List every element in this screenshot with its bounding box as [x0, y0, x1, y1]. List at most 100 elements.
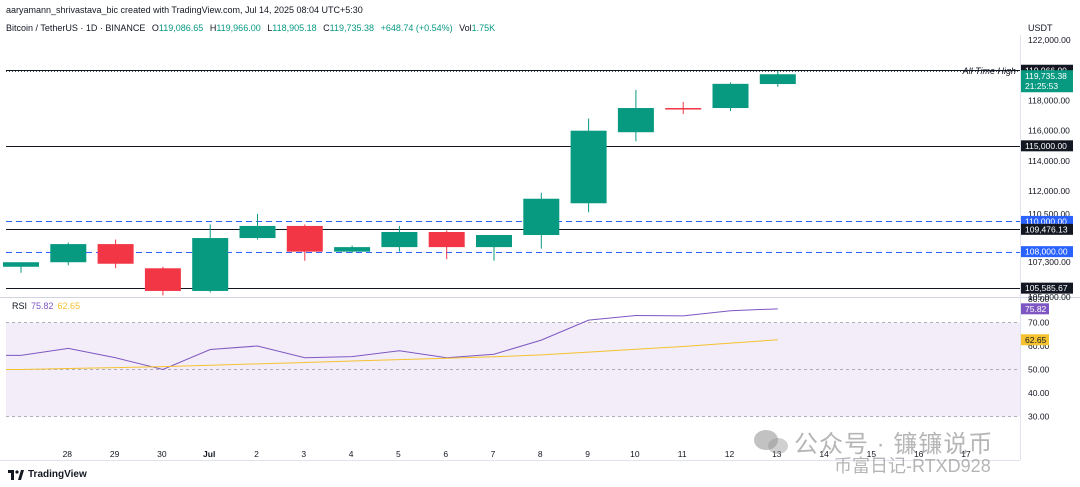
candle-body: [192, 238, 229, 291]
candle: [286, 224, 323, 261]
candle-body: [239, 225, 276, 239]
time-tick-label: 6: [443, 449, 448, 459]
candle: [50, 242, 87, 266]
time-tick-label: 16: [914, 449, 924, 459]
price-tick-label: 105,000.00: [1028, 292, 1071, 302]
candle: [712, 82, 749, 112]
rsi-line: [6, 308, 778, 371]
candle-body: [617, 108, 654, 133]
time-tick-label: 7: [491, 449, 496, 459]
price-tick-label: 114,000.00: [1028, 156, 1070, 166]
open-label: O: [151, 23, 159, 33]
rsi-value-tag: [1021, 303, 1049, 315]
candle-body: [50, 244, 87, 263]
price-tick-label: 107,300.00: [1028, 257, 1071, 267]
candle: [334, 245, 371, 254]
rsi-ma-line: [6, 339, 778, 370]
candle: [239, 213, 276, 240]
candle: [570, 118, 607, 213]
level-price-tag: [1021, 140, 1073, 152]
level-price-tag: [1021, 223, 1073, 235]
candle: [665, 101, 702, 115]
symbol-name: Bitcoin / TetherUS · 1D · BINANCE: [6, 23, 146, 33]
candle-body: [3, 262, 39, 267]
price-tick-label: 122,000.00: [1028, 35, 1071, 45]
candle-body: [759, 74, 796, 85]
rsi-tick-label: 80.00: [1028, 294, 1050, 304]
candle-body: [334, 247, 371, 252]
price-tick-label: 116,000.00: [1028, 126, 1070, 136]
rsi-tick-label: 70.00: [1028, 318, 1050, 328]
candle: [476, 235, 512, 261]
time-tick-label: 10: [630, 449, 640, 459]
time-tick-label: 13: [772, 449, 782, 459]
candle: [759, 70, 796, 87]
candle: [97, 239, 134, 269]
currency-label[interactable]: USDT: [1028, 23, 1053, 33]
level-price-tag: [1021, 282, 1073, 294]
time-tick-label: 29: [110, 449, 120, 459]
rsi-value-label: 75.82: [1025, 304, 1047, 314]
time-tick-label: Jul: [203, 449, 215, 459]
close-label: C: [323, 23, 330, 33]
rsi-tick-label: 60.00: [1028, 341, 1050, 351]
last-price-label: 119,735.38: [1025, 71, 1067, 81]
time-tick-label: 14: [819, 449, 829, 459]
candle: [617, 89, 654, 142]
level-price-tag: [1021, 246, 1073, 258]
candle: [428, 230, 465, 260]
last-price-tag: [1021, 70, 1073, 93]
ohlc-legend: Bitcoin / TetherUS · 1D · BINANCE O119,0…: [6, 23, 495, 33]
time-tick-label: 30: [157, 449, 167, 459]
rsi-tick-label: 50.00: [1028, 365, 1050, 375]
candle-body: [428, 231, 465, 248]
volume-label: Vol: [459, 23, 472, 33]
time-tick-label: 3: [301, 449, 306, 459]
wechat-icon: [754, 430, 788, 454]
chart-attribution: aaryamann_shrivastava_bic created with T…: [6, 5, 363, 15]
candle: [523, 192, 560, 249]
rsi-tick-label: 30.00: [1028, 412, 1050, 422]
tradingview-logo-text: TradingView: [28, 469, 87, 480]
rsi-ma-value: 62.65: [57, 301, 81, 311]
candle-body: [97, 244, 134, 264]
candle: [144, 266, 181, 296]
rsi-ma-tag: [1021, 334, 1049, 346]
price-tick-label: 110,500.00: [1028, 209, 1070, 219]
time-tick-label: 5: [396, 449, 401, 459]
candle-body: [286, 225, 323, 252]
time-tick-label: 12: [725, 449, 735, 459]
low-label: L: [267, 23, 273, 33]
high-value: 119,966.00: [216, 23, 261, 33]
high-label: H: [209, 23, 217, 33]
candle: [381, 225, 418, 252]
candle-body: [476, 235, 512, 248]
candle-body: [144, 268, 181, 291]
candle-body: [665, 108, 702, 110]
level-price-label: 105,585.67: [1025, 283, 1068, 293]
time-tick-label: 8: [538, 449, 543, 459]
tradingview-logo[interactable]: TradingView: [8, 469, 87, 480]
level-price-label: 109,476.13: [1025, 224, 1068, 234]
candle: [192, 224, 229, 293]
watermark-text: 公众号 · 镰镰说币: [794, 431, 994, 458]
time-tick-label: 28: [63, 449, 73, 459]
price-tick-label: 118,000.00: [1028, 95, 1070, 105]
rsi-ma-label: 62.65: [1025, 335, 1047, 345]
candle-body: [523, 198, 560, 236]
rsi-tick-label: 40.00: [1028, 388, 1050, 398]
level-price-tag: [1021, 215, 1073, 227]
watermark-subtext: 币富日记-RTXD928: [834, 456, 991, 476]
bar-countdown-label: 21:25:53: [1025, 81, 1058, 91]
level-price-label: 110,000.00: [1025, 216, 1067, 226]
time-tick-label: 2: [254, 449, 259, 459]
level-price-label: 108,000.00: [1025, 247, 1068, 257]
time-tick-label: 15: [867, 449, 877, 459]
volume-value: 1.75K: [471, 23, 496, 33]
price-tick-label: 112,000.00: [1028, 186, 1070, 196]
time-tick-label: 4: [349, 449, 354, 459]
time-tick-label: 9: [585, 449, 590, 459]
tradingview-logo-icon: [8, 469, 24, 480]
candle: [3, 262, 39, 273]
